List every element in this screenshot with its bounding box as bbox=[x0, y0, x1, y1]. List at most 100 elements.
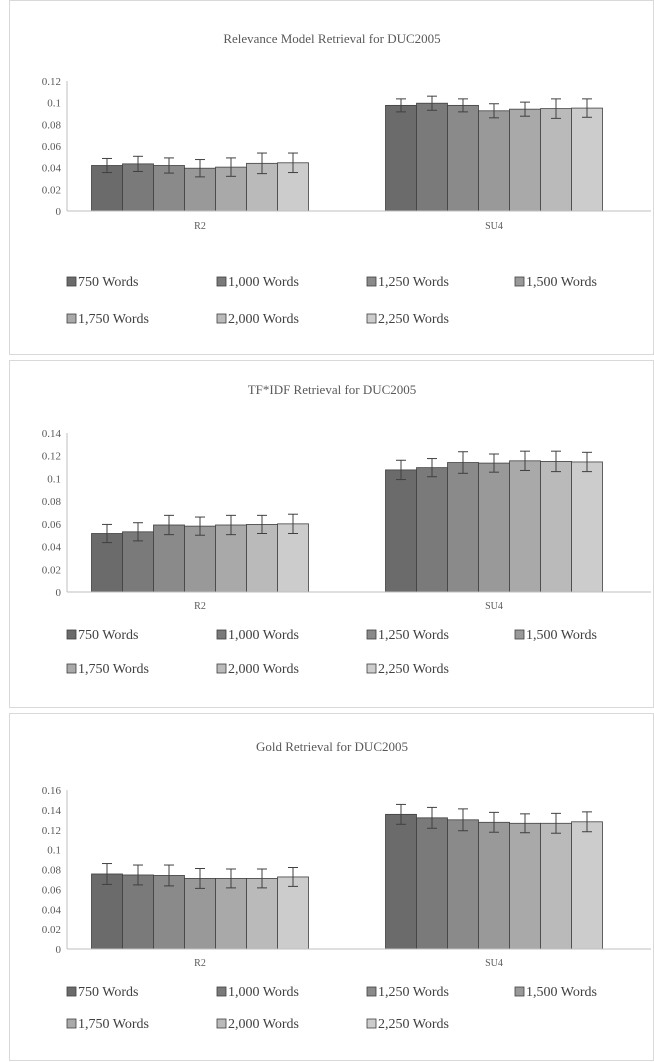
bar-1-1 bbox=[416, 817, 448, 950]
y-tick-label: 0.14 bbox=[42, 428, 62, 440]
legend-label: 1,500 Words bbox=[526, 985, 597, 1000]
y-tick-label: 0.12 bbox=[42, 825, 61, 837]
y-tick-label: 0 bbox=[56, 206, 62, 218]
bar-0-3 bbox=[184, 878, 216, 950]
bar-1-3 bbox=[478, 110, 510, 212]
bar-1-6 bbox=[571, 107, 603, 212]
y-tick-label: 0.08 bbox=[42, 496, 62, 508]
y-tick-label: 0.1 bbox=[47, 845, 61, 857]
bar-0-0 bbox=[91, 873, 123, 950]
category-label: R2 bbox=[194, 601, 206, 612]
legend-label: 2,250 Words bbox=[378, 1017, 449, 1032]
category-label: SU4 bbox=[485, 601, 503, 612]
legend-label: 1,000 Words bbox=[228, 275, 299, 290]
y-tick-label: 0.1 bbox=[47, 473, 61, 485]
bar-1-2 bbox=[447, 819, 479, 950]
legend-label: 1,750 Words bbox=[78, 662, 149, 677]
chart-title: Relevance Model Retrieval for DUC2005 bbox=[223, 31, 440, 46]
legend-label: 750 Words bbox=[78, 275, 138, 290]
legend-label: 1,250 Words bbox=[378, 628, 449, 643]
bar-0-5 bbox=[246, 524, 278, 593]
bar-0-1 bbox=[122, 874, 154, 950]
chart-gold: Gold Retrieval for DUC2005 0 0.02 0.04 0.06 0… bbox=[42, 739, 651, 1032]
bar-0-6 bbox=[277, 876, 309, 950]
y-tick-label: 0.06 bbox=[42, 519, 62, 531]
legend-label: 2,000 Words bbox=[228, 312, 299, 327]
legend-swatch bbox=[366, 313, 377, 324]
chart-title: Gold Retrieval for DUC2005 bbox=[256, 739, 408, 754]
bar-1-5 bbox=[540, 822, 572, 950]
legend-label: 1,000 Words bbox=[228, 628, 299, 643]
chart-panel-tfidf: TF*IDF Retrieval for DUC2005 0 0.02 0.04 0.0… bbox=[9, 360, 654, 708]
legend-label: 1,750 Words bbox=[78, 1017, 149, 1032]
legend-swatch bbox=[366, 629, 377, 640]
y-tick-label: 0.04 bbox=[42, 542, 62, 554]
legend-swatch bbox=[216, 986, 227, 997]
bar-1-3 bbox=[478, 821, 510, 950]
legend-label: 2,250 Words bbox=[378, 312, 449, 327]
chart-relevance-model: Relevance Model Retrieval for DUC2005 0 0.… bbox=[42, 31, 651, 327]
bar-1-5 bbox=[540, 460, 572, 593]
y-tick-label: 0.02 bbox=[42, 184, 61, 196]
y-tick-label: 0.16 bbox=[42, 785, 62, 797]
y-tick-label: 0.02 bbox=[42, 924, 61, 936]
legend-swatch bbox=[66, 629, 77, 640]
bar-1-2 bbox=[447, 104, 479, 212]
bar-0-3 bbox=[184, 525, 216, 593]
bar-1-2 bbox=[447, 462, 479, 593]
y-tick-label: 0.04 bbox=[42, 163, 62, 175]
bar-1-3 bbox=[478, 462, 510, 593]
y-tick-label: 0.06 bbox=[42, 141, 62, 153]
legend-swatch bbox=[216, 276, 227, 287]
y-tick-label: 0.08 bbox=[42, 119, 62, 131]
legend-swatch bbox=[514, 986, 525, 997]
bar-0-1 bbox=[122, 531, 154, 593]
legend-label: 1,250 Words bbox=[378, 275, 449, 290]
chart-tfidf: TF*IDF Retrieval for DUC2005 0 0.02 0.04 0.0… bbox=[42, 382, 651, 677]
chart-panel-relevance-model: Relevance Model Retrieval for DUC2005 0 0.… bbox=[9, 0, 654, 355]
bar-0-4 bbox=[215, 878, 247, 950]
legend-swatch bbox=[366, 1018, 377, 1029]
bar-0-5 bbox=[246, 878, 278, 950]
y-tick-label: 0.08 bbox=[42, 865, 62, 877]
legend-swatch bbox=[66, 986, 77, 997]
chart-panel-gold: Gold Retrieval for DUC2005 0 0.02 0.04 0.06 0… bbox=[9, 713, 654, 1061]
y-tick-label: 0.04 bbox=[42, 904, 62, 916]
legend-swatch bbox=[66, 1018, 77, 1029]
bar-1-0 bbox=[385, 104, 417, 212]
legend-swatch bbox=[66, 276, 77, 287]
legend-label: 1,250 Words bbox=[378, 985, 449, 1000]
legend-label: 2,250 Words bbox=[378, 662, 449, 677]
bar-1-0 bbox=[385, 469, 417, 593]
legend-label: 1,750 Words bbox=[78, 312, 149, 327]
legend-swatch bbox=[66, 313, 77, 324]
bar-0-0 bbox=[91, 533, 123, 593]
chart-title: TF*IDF Retrieval for DUC2005 bbox=[248, 382, 417, 397]
y-tick-label: 0.02 bbox=[42, 564, 61, 576]
legend-swatch bbox=[514, 276, 525, 287]
y-tick-label: 0.14 bbox=[42, 805, 62, 817]
bar-1-6 bbox=[571, 461, 603, 593]
category-label: R2 bbox=[194, 958, 206, 969]
category-label: R2 bbox=[194, 221, 206, 232]
bar-1-0 bbox=[385, 813, 417, 950]
y-tick-label: 0.1 bbox=[47, 98, 61, 110]
legend-swatch bbox=[216, 629, 227, 640]
legend-swatch bbox=[216, 663, 227, 674]
y-tick-label: 0.12 bbox=[42, 76, 61, 88]
bar-1-1 bbox=[416, 467, 448, 593]
legend-swatch bbox=[216, 1018, 227, 1029]
bar-1-5 bbox=[540, 108, 572, 212]
bar-1-4 bbox=[509, 822, 541, 950]
legend-label: 2,000 Words bbox=[228, 662, 299, 677]
y-tick-label: 0.12 bbox=[42, 451, 61, 463]
y-tick-label: 0 bbox=[56, 944, 62, 956]
y-tick-label: 0.06 bbox=[42, 884, 62, 896]
bar-0-6 bbox=[277, 523, 309, 593]
legend-swatch bbox=[366, 986, 377, 997]
legend-swatch bbox=[366, 276, 377, 287]
legend-label: 750 Words bbox=[78, 628, 138, 643]
bar-0-2 bbox=[153, 875, 185, 950]
bar-1-4 bbox=[509, 460, 541, 593]
legend-swatch bbox=[216, 313, 227, 324]
